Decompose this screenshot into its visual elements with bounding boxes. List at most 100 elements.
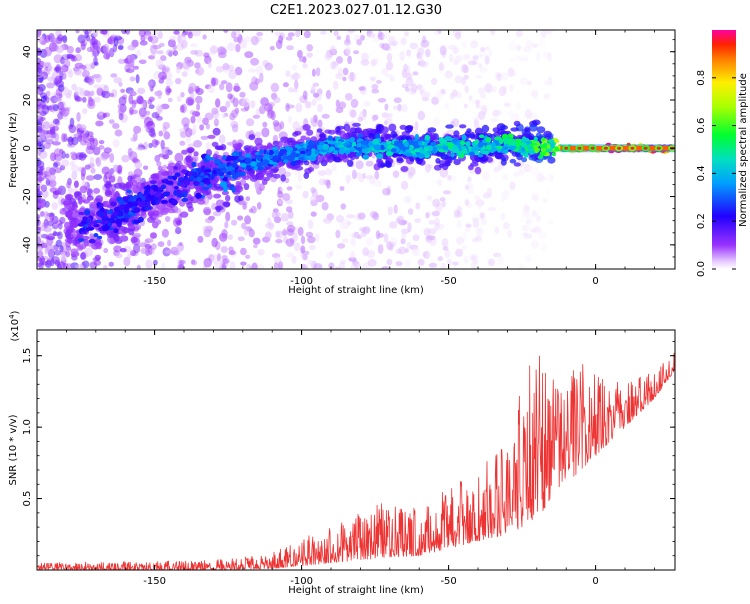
spectrogram-noise-blob [386,258,393,266]
spectrogram-noise-blob [371,88,380,94]
spectrogram-noise-blob [348,30,356,33]
spectrogram-noise-blob [443,190,451,195]
spectrogram-noise-blob [84,164,91,170]
spectrogram-noise-blob [117,44,124,50]
spectrogram-noise-blob [414,218,422,223]
spectrogram-halo-blob [400,166,409,172]
spectrogram-noise-blob [472,237,478,243]
spectrogram-noise-blob [400,37,407,45]
spectrogram-noise-blob [93,96,101,103]
spectrogram-noise-blob [101,30,108,35]
spectrogram-ridge-blob [356,144,362,148]
spectrogram-noise-blob [479,67,488,73]
spectrogram-noise-blob [167,239,172,247]
spectrogram-noise-blob [397,215,404,225]
spectrogram-halo-blob [428,132,438,140]
spectrogram-halo-blob [121,227,130,234]
spectrogram-halo-blob [474,166,482,175]
spectrogram-noise-blob [311,68,316,77]
spectrogram-ridge-blob [244,153,252,158]
spectrogram-noise-blob [540,242,547,252]
spectrogram-noise-blob [252,237,261,245]
spectrogram-noise-blob [241,97,250,108]
spectrogram-noise-blob [157,30,163,40]
spectrogram-noise-blob [179,105,185,113]
spectrogram-halo-blob [509,158,517,164]
spectrogram-halo-blob [176,220,182,226]
spectrogram-ridge-blob [222,154,227,161]
spectrogram-noise-blob [95,73,102,83]
spectrogram-noise-blob [360,59,370,66]
spectrogram-noise-blob [130,137,137,142]
spectrogram-noise-blob [104,171,112,180]
spectrogram-noise-blob [53,162,59,168]
spectrogram-halo-blob [521,133,531,138]
spectrogram-noise-blob [191,259,196,265]
spectrogram-halo-blob [445,124,454,129]
spectrogram-ridge-blob [229,156,238,161]
spectrogram-noise-blob [494,226,500,235]
spectrogram-ridge-blob [550,139,555,144]
snr-panel: -150 -100 -50 0 0.5 1.0 1.5 Height of straigh… [8,310,676,596]
spectrogram-noise-blob [129,76,136,82]
spectrogram-ridge-blob [375,153,384,159]
spectrogram-noise-blob [306,44,314,52]
colorbar-tick-label: 0.2 [696,213,707,229]
spectrogram-noise-blob [286,224,296,233]
spectrogram-ridge-blob [261,159,270,166]
spectrogram-noise-blob [441,238,449,248]
spectrogram-halo-blob [212,127,221,136]
spectrogram-halo-blob [86,195,94,201]
spectrogram-halo-blob [80,252,87,260]
spectrogram-noise-blob [187,31,193,39]
spectrogram-noise-blob [455,248,464,257]
spectrogram-noise-blob [438,64,445,71]
spectrogram-noise-blob [400,180,409,190]
spectrogram-ridge-blob [133,219,141,224]
spectrogram-noise-blob [48,179,57,188]
spectrogram-halo-blob [524,127,531,133]
spectrogram-noise-blob [181,61,191,70]
spectrogram-noise-blob [82,96,87,103]
spectrogram-noise-blob [228,250,236,256]
spectrogram-noise-blob [103,147,112,154]
spectrogram-noise-blob [143,117,153,127]
spectrogram-noise-blob [366,237,374,247]
spectrogram-halo-blob [468,164,474,171]
spectrogram-ridge-blob [385,150,394,157]
spectrogram-noise-blob [234,66,243,76]
y-tick-label: 0.5 [22,491,33,507]
spectrogram-noise-blob [401,232,407,239]
spectrogram-noise-blob [547,219,554,225]
spectrogram-noise-blob [345,174,351,184]
spectrogram-noise-blob [92,41,99,50]
spectrogram-noise-blob [37,183,41,192]
spectrogram-ridge-blob [135,197,143,202]
spectrogram-halo-blob [215,145,225,151]
spectrogram-ridge-blob [520,146,526,152]
spectrogram-noise-blob [291,255,297,264]
spectrogram-ridge-blob [311,148,316,153]
spectrogram-noise-blob [47,220,54,227]
spectrogram-noise-blob [367,32,376,38]
spectrogram-noise-blob [213,119,220,124]
spectrogram-noise-blob [221,262,226,269]
spectrogram-ridge-blob [448,142,453,149]
spectrogram-noise-blob [148,96,155,102]
spectrogram-noise-blob [209,47,218,55]
colorbar-tick-label: 0.4 [696,165,707,181]
spectrogram-noise-blob [212,210,222,217]
spectrogram-ridge-blob [373,150,380,154]
spectrogram-ridge-blob [372,138,380,145]
spectrogram-halo-blob [221,190,229,196]
spectrogram-ridge-blob [238,156,246,160]
spectrogram-halo-blob [130,236,138,243]
spectrogram-ridge-blob [93,233,99,238]
spectrogram-noise-blob [401,228,410,234]
spectrogram-noise-blob [306,52,314,58]
spectrogram-halo-blob [234,185,244,193]
spectrogram-noise-blob [488,49,493,57]
spectrogram-noise-blob [108,47,115,58]
spectrogram-noise-blob [179,35,187,42]
spectrogram-noise-blob [300,235,306,245]
